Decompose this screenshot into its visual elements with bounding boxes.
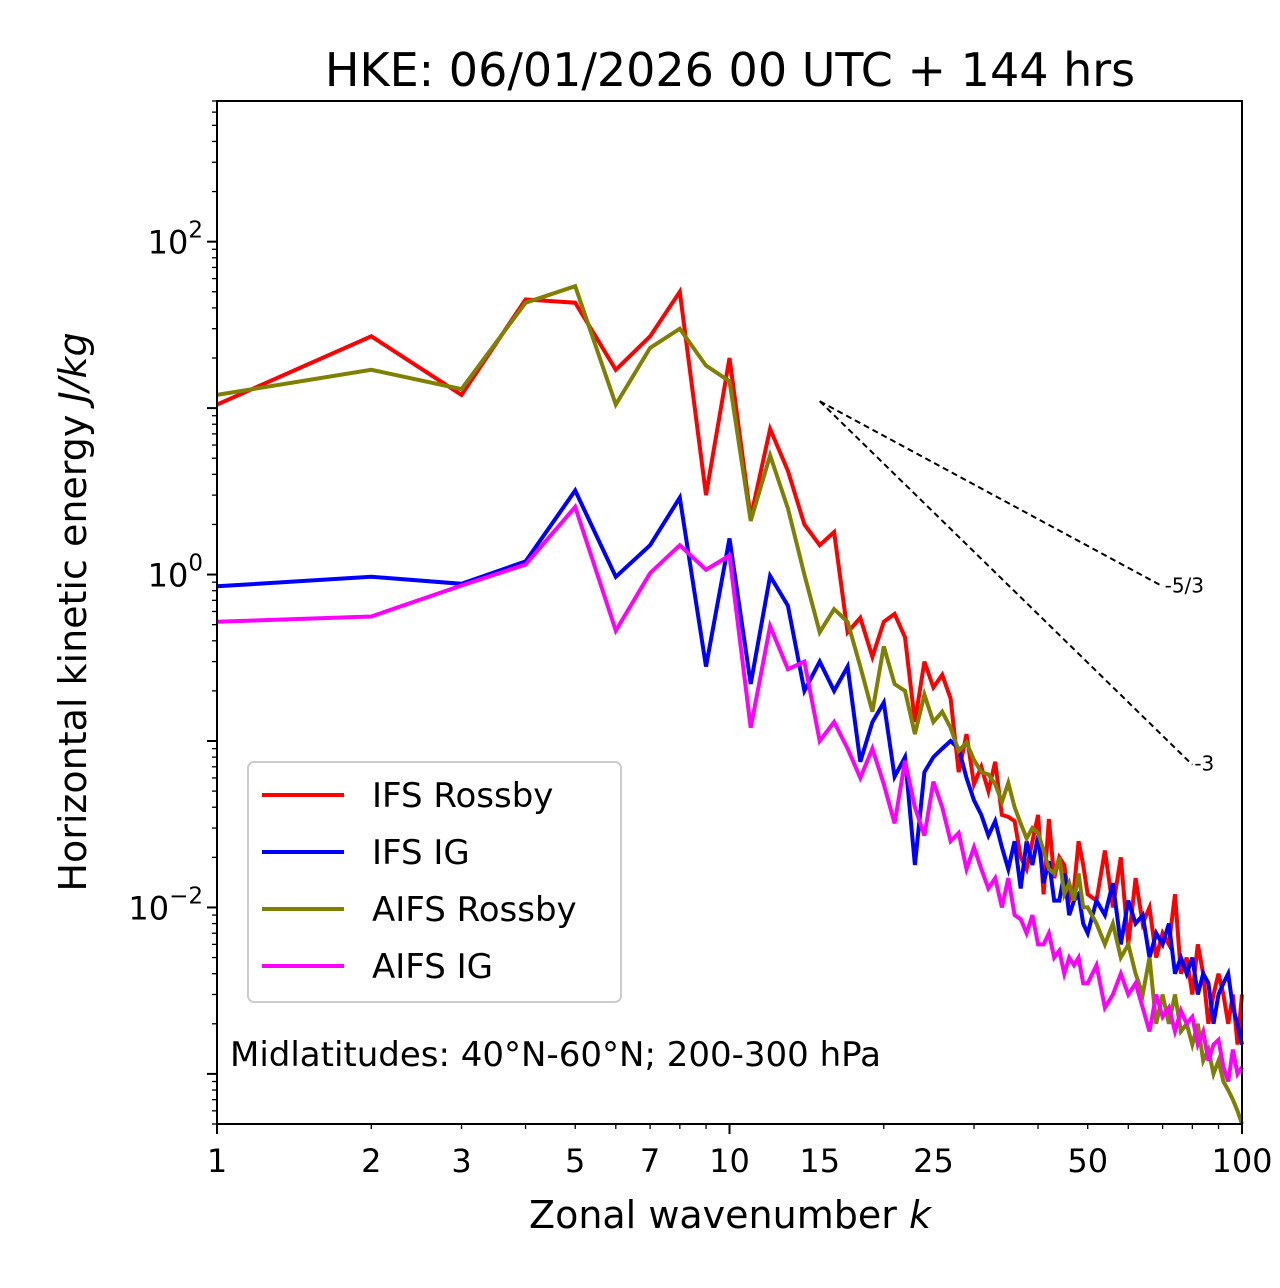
slope-line [819,400,1164,588]
x-tick-label: 5 [565,1142,585,1180]
x-axis-title: Zonal wavenumber k [529,1193,933,1237]
slope-label: -5/3 [1165,573,1204,597]
x-tick-label: 25 [913,1142,954,1180]
series-line [216,502,1244,1083]
x-axis-title-text: Zonal wavenumber [529,1193,897,1237]
y-axis-title-text: Horizontal kinetic energy [51,415,95,892]
series-line [216,286,1244,1045]
x-tick-label: 100 [1211,1142,1272,1180]
y-tick-label: 100 [148,551,203,595]
x-axis-variable: k [909,1193,933,1237]
reference-slopes: -5/3 -3 [819,400,1214,776]
legend-box [247,761,622,1003]
y-axis-unit: J/kg [51,332,95,409]
x-tick-label: 7 [640,1142,660,1180]
x-tick-label: 15 [799,1142,840,1180]
plot-frame [216,100,1243,1125]
x-tick-label: 10 [709,1142,750,1180]
legend-label: AIFS Rossby [372,890,577,930]
x-tick-label: 1 [207,1142,227,1180]
legend-label: IFS Rossby [372,776,553,816]
x-tick-label: 50 [1067,1142,1108,1180]
chart-title: HKE: 06/01/2026 00 UTC + 144 hrs [325,43,1135,97]
legend: IFS Rossby IFS IG AIFS Rossby AIFS IG [247,761,622,1003]
y-tick-label: 10−2 [128,883,203,927]
legend-items: IFS Rossby IFS IG AIFS Rossby AIFS IG [262,776,577,987]
tick-labels: 1 2 3 5 7 10 15 25 50 100 102 100 10−2 [128,218,1272,1180]
y-axis-title: Horizontal kinetic energy J/kg [51,332,95,891]
legend-label: AIFS IG [372,947,493,987]
legend-label: IFS IG [372,833,470,873]
slope-label: -3 [1194,752,1214,776]
x-tick-label: 2 [361,1142,381,1180]
slope-line [819,400,1194,766]
x-tick-label: 3 [451,1142,471,1180]
series-lines [216,283,1244,1125]
region-annotation: Midlatitudes: 40°N-60°N; 200-300 hPa [230,1035,881,1075]
y-tick-label: 102 [148,218,203,262]
